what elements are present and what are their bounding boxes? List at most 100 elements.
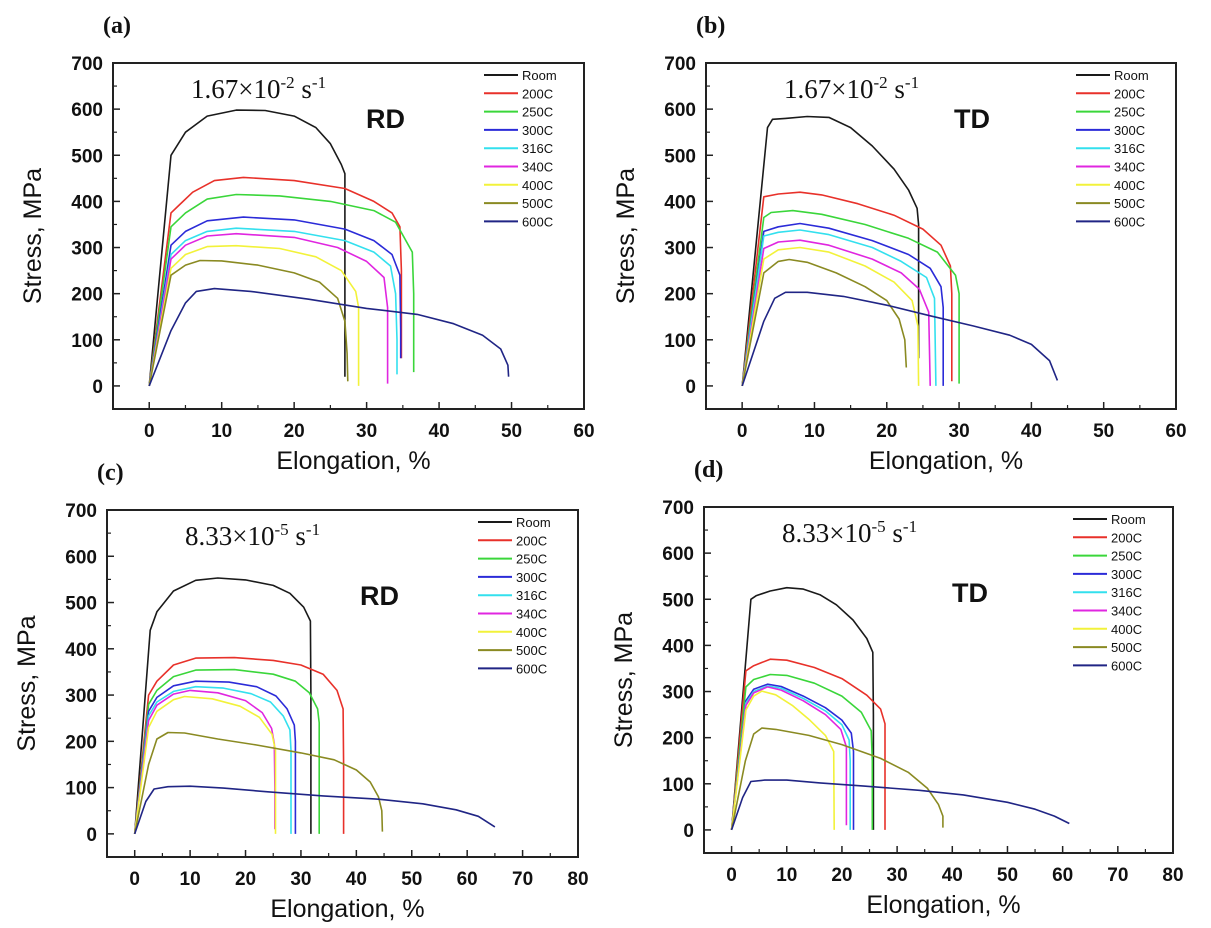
- legend-label-400c: 400C: [516, 625, 547, 640]
- legend-label-340c: 340C: [522, 160, 553, 175]
- curve-600c: [741, 291, 1059, 387]
- y-tick-label: 700: [65, 501, 97, 522]
- curve-300c: [133, 680, 297, 834]
- curve-room: [741, 115, 920, 386]
- y-axis-title: Stress, MPa: [19, 168, 47, 304]
- legend: Room 200C 250C 300C 316C 340C 400C 500C 600C: [1073, 512, 1146, 673]
- x-tick-label: 20: [235, 869, 256, 890]
- x-tick-label: 40: [1021, 421, 1042, 442]
- x-tick-label: 10: [804, 421, 825, 442]
- rate-unit-exponent: -1: [312, 73, 326, 92]
- curve-316c: [148, 227, 398, 387]
- y-tick-label: 700: [664, 54, 696, 75]
- legend-label-250c: 250C: [1114, 105, 1145, 120]
- x-axis-title: Elongation, %: [270, 895, 424, 923]
- rate-mantissa: 8.33×10: [782, 518, 871, 548]
- legend-label-340c: 340C: [1111, 604, 1142, 619]
- x-tick-label: 60: [1165, 421, 1186, 442]
- legend-label-300c: 300C: [1111, 567, 1142, 582]
- legend-label-600c: 600C: [1114, 214, 1145, 229]
- x-tick-label: 40: [942, 865, 963, 886]
- legend-label-300c: 300C: [1114, 123, 1145, 138]
- panel-b: (b)0 10 20 30 40 50 600100200300400500600700El…: [612, 13, 1187, 475]
- curve-340c: [148, 232, 389, 387]
- curve-500c: [730, 727, 944, 831]
- rate-mantissa: 1.67×10: [191, 74, 280, 104]
- curve-500c: [148, 259, 349, 387]
- x-tick-label: 20: [831, 865, 852, 886]
- curve-300c: [741, 222, 944, 387]
- legend-label-600c: 600C: [516, 661, 547, 676]
- x-tick-label: 0: [129, 869, 140, 890]
- rate-exponent: -2: [280, 73, 294, 92]
- curve-200c: [730, 658, 886, 830]
- rate-unit-exponent: -1: [903, 517, 917, 536]
- legend-label-room: Room: [516, 515, 551, 530]
- panel-label: (c): [97, 460, 124, 486]
- legend-label-400c: 400C: [1114, 178, 1145, 193]
- y-tick-label: 600: [664, 100, 696, 121]
- y-tick-label: 600: [662, 544, 694, 565]
- x-tick-label: 80: [1162, 865, 1183, 886]
- curve-316c: [133, 685, 292, 834]
- y-tick-label: 100: [71, 331, 103, 352]
- legend-label-400c: 400C: [1111, 622, 1142, 637]
- panel-label: (a): [103, 13, 131, 39]
- legend-label-250c: 250C: [516, 552, 547, 567]
- x-tick-label: 20: [876, 421, 897, 442]
- curve-316c: [730, 685, 851, 830]
- legend-label-500c: 500C: [522, 196, 553, 211]
- curve-room: [730, 586, 875, 830]
- legend-label-340c: 340C: [1114, 160, 1145, 175]
- legend-label-500c: 500C: [1114, 196, 1145, 211]
- y-tick-label: 700: [662, 498, 694, 519]
- legend: Room 200C 250C 300C 316C 340C 400C 500C 600C: [1076, 68, 1149, 229]
- legend-label-room: Room: [522, 68, 557, 83]
- curve-300c: [730, 683, 855, 830]
- x-tick-label: 60: [573, 421, 594, 442]
- strain-rate-annotation: 1.67×10-2 s-1: [191, 73, 326, 104]
- legend-label-340c: 340C: [516, 607, 547, 622]
- curve-500c: [133, 731, 384, 835]
- legend-label-600c: 600C: [1111, 658, 1142, 673]
- rate-unit: s: [888, 74, 905, 104]
- curve-250c: [133, 668, 320, 834]
- legend-label-room: Room: [1111, 512, 1146, 527]
- curve-400c: [730, 690, 835, 830]
- direction-label: RD: [360, 581, 399, 611]
- x-tick-label: 30: [290, 869, 311, 890]
- curve-316c: [741, 229, 937, 387]
- y-tick-label: 200: [65, 732, 97, 753]
- y-tick-label: 200: [71, 285, 103, 306]
- curve-400c: [741, 246, 920, 387]
- rate-unit-exponent: -1: [306, 520, 320, 539]
- y-tick-label: 400: [71, 192, 103, 213]
- y-tick-label: 300: [71, 239, 103, 260]
- x-tick-label: 60: [457, 869, 478, 890]
- legend-label-500c: 500C: [1111, 640, 1142, 655]
- x-tick-label: 50: [997, 865, 1018, 886]
- plot-frame: [112, 62, 585, 410]
- curve-300c: [148, 216, 402, 387]
- legend-label-300c: 300C: [516, 570, 547, 585]
- y-tick-label: 500: [662, 590, 694, 611]
- legend-label-room: Room: [1114, 68, 1149, 83]
- rate-mantissa: 8.33×10: [185, 521, 274, 551]
- x-axis-title: Elongation, %: [866, 891, 1020, 919]
- curve-400c: [148, 244, 360, 387]
- y-tick-label: 300: [662, 683, 694, 704]
- x-tick-label: 30: [887, 865, 908, 886]
- x-tick-label: 20: [284, 421, 305, 442]
- x-tick-label: 50: [501, 421, 522, 442]
- panel-a: (a)0 10 20 30 40 50 600100200300400500600700El…: [19, 13, 595, 475]
- rate-unit: s: [289, 521, 306, 551]
- curve-340c: [741, 239, 931, 387]
- x-axis-title: Elongation, %: [869, 447, 1023, 475]
- y-tick-label: 300: [65, 686, 97, 707]
- strain-rate-annotation: 1.67×10-2 s-1: [784, 73, 919, 104]
- strain-rate-annotation: 8.33×10-5 s-1: [782, 517, 917, 548]
- legend-label-400c: 400C: [522, 178, 553, 193]
- y-tick-label: 400: [65, 640, 97, 661]
- x-tick-label: 50: [1093, 421, 1114, 442]
- y-tick-label: 0: [92, 377, 103, 398]
